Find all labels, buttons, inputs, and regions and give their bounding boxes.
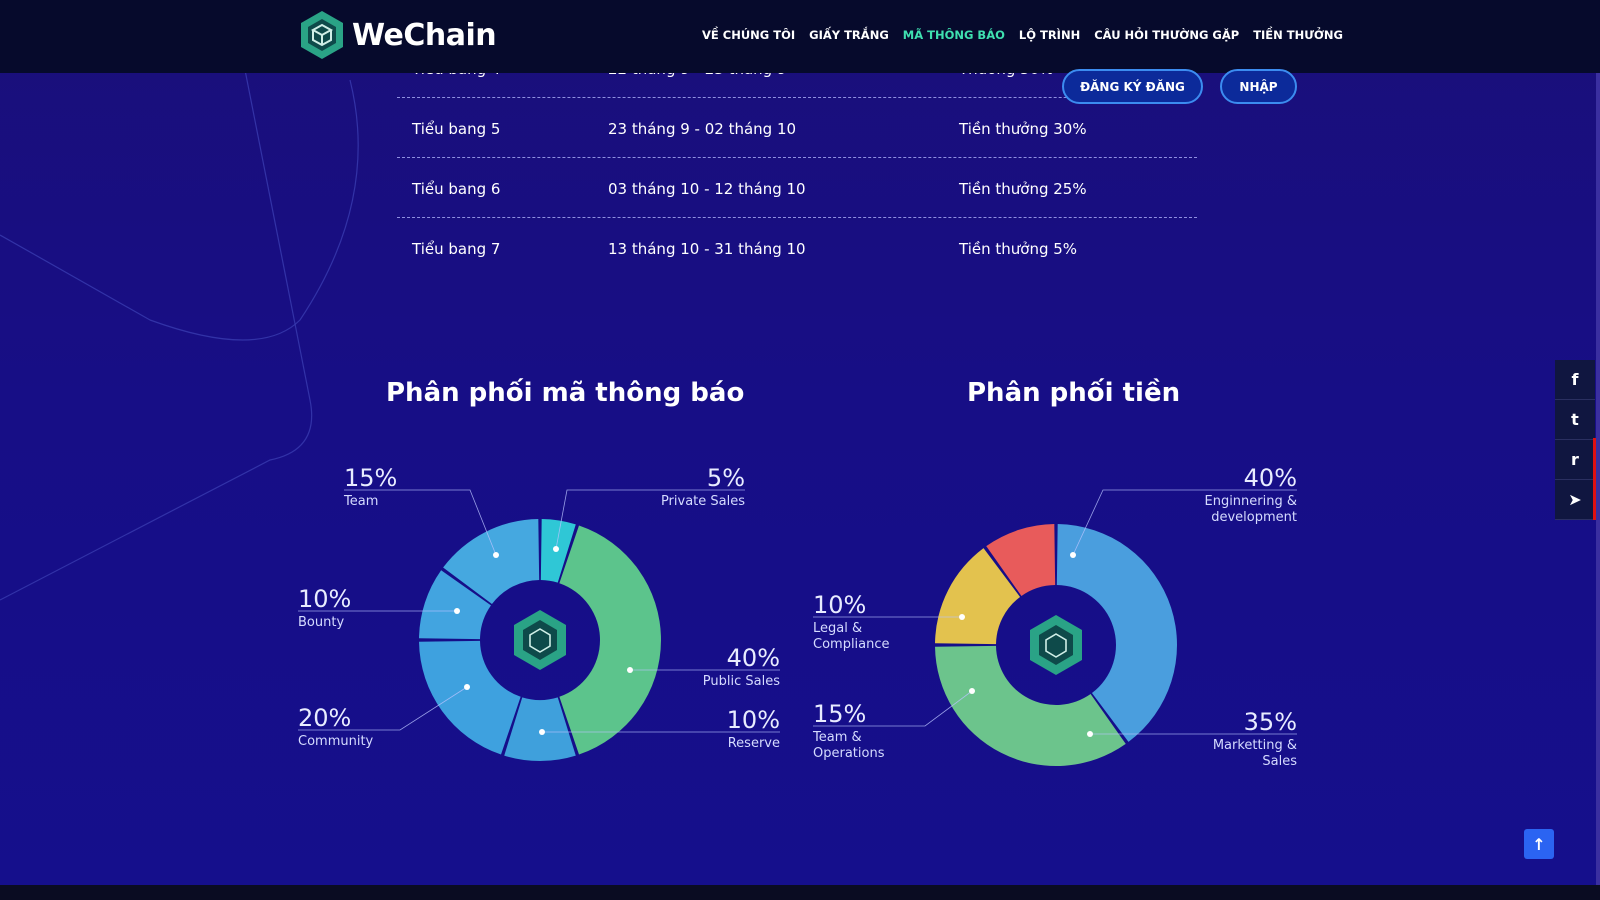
slice-name-label: Compliance	[813, 637, 890, 652]
bonus-table: Tiểu bang 4 22 tháng 9 - 23 tháng 9 Thưở…	[397, 40, 1197, 278]
slice-percent-label: 15%	[813, 700, 866, 728]
slice-name-label: development	[1211, 510, 1297, 525]
leader-line	[555, 489, 745, 550]
donut-slice	[935, 645, 1126, 766]
donut-slice	[986, 524, 1056, 596]
login-button[interactable]: NHẬP	[1220, 69, 1297, 104]
leader-line	[344, 489, 497, 556]
state-cell: Tiểu bang 6	[412, 180, 501, 198]
site-header: WeChain VỀ CHÚNG TÔI GIẤY TRẮNG MÃ THÔNG…	[0, 0, 1600, 73]
nav-whitepaper[interactable]: GIẤY TRẮNG	[809, 28, 889, 42]
bonus-cell: Tiền thưởng 5%	[959, 240, 1078, 258]
donut-slice	[1056, 524, 1177, 742]
leader-line	[298, 686, 468, 731]
nav-token[interactable]: MÃ THÔNG BÁO	[902, 28, 1005, 42]
state-cell: Tiểu bang 5	[412, 120, 501, 138]
leader-dot	[493, 552, 499, 558]
reddit-icon[interactable]: r	[1555, 440, 1595, 480]
slice-name-label: Operations	[813, 746, 885, 761]
donut-slice	[504, 697, 576, 761]
slice-name-label: Marketting &	[1213, 738, 1297, 753]
slice-name-label: Reserve	[728, 736, 780, 751]
state-cell: Tiểu bang 7	[412, 240, 501, 258]
donut-slice	[443, 519, 540, 605]
slice-percent-label: 5%	[707, 464, 745, 492]
table-row: Tiểu bang 6 03 tháng 10 - 12 tháng 10 Ti…	[397, 158, 1197, 218]
donut-slice	[935, 548, 1021, 645]
leader-dot	[553, 546, 559, 552]
leader-dot	[959, 614, 965, 620]
leader-line	[1072, 489, 1297, 556]
cube-logo-icon	[301, 11, 343, 59]
slice-name-label: Public Sales	[703, 674, 780, 689]
leader-dot	[1087, 731, 1093, 737]
nav-roadmap[interactable]: LỘ TRÌNH	[1018, 28, 1081, 42]
table-row: Tiểu bang 7 13 tháng 10 - 31 tháng 10 Ti…	[397, 218, 1197, 278]
nav-bonus[interactable]: TIỀN THƯỞNG	[1253, 28, 1343, 42]
register-button[interactable]: ĐĂNG KÝ ĐĂNG	[1062, 69, 1203, 104]
brand-name: WeChain	[352, 17, 497, 53]
slice-name-label: Legal &	[813, 621, 862, 636]
footer-strip	[0, 885, 1600, 900]
donut-slice	[559, 525, 661, 755]
facebook-icon[interactable]: f	[1555, 360, 1595, 400]
slice-name-label: Bounty	[298, 615, 344, 630]
leader-line	[813, 690, 973, 727]
slice-percent-label: 10%	[727, 706, 780, 734]
date-cell: 03 tháng 10 - 12 tháng 10	[608, 180, 806, 198]
slice-percent-label: 40%	[727, 644, 780, 672]
fund-distribution-title: Phân phối tiền	[967, 378, 1181, 408]
date-cell: 23 tháng 9 - 02 tháng 10	[608, 120, 797, 138]
slice-name-label: Enginnering &	[1204, 494, 1297, 509]
main-nav: VỀ CHÚNG TÔI GIẤY TRẮNG MÃ THÔNG BÁO LỘ …	[702, 28, 1343, 42]
center-logo-cube	[1045, 633, 1067, 658]
slice-percent-label: 10%	[298, 585, 351, 613]
nav-faq[interactable]: CÂU HỎI THƯỜNG GẶP	[1094, 28, 1240, 42]
nav-about[interactable]: VỀ CHÚNG TÔI	[702, 28, 796, 42]
slice-name-label: Team	[343, 494, 378, 509]
slice-percent-label: 40%	[1244, 464, 1297, 492]
center-logo-inner	[523, 620, 557, 660]
center-logo-inner	[1039, 625, 1073, 665]
leader-dot	[539, 729, 545, 735]
slice-percent-label: 35%	[1244, 708, 1297, 736]
leader-dot	[454, 608, 460, 614]
donut-slice	[419, 640, 521, 755]
scrollbar[interactable]	[1596, 0, 1600, 885]
slice-percent-label: 15%	[344, 464, 397, 492]
scroll-to-top-button[interactable]: ↑	[1524, 829, 1554, 859]
slice-name-label: Sales	[1262, 754, 1297, 769]
slice-percent-label: 10%	[813, 591, 866, 619]
center-logo-cube	[529, 628, 551, 653]
leader-dot	[1070, 552, 1076, 558]
slice-percent-label: 20%	[298, 704, 351, 732]
slice-name-label: Community	[298, 734, 374, 749]
leader-dot	[464, 684, 470, 690]
bonus-cell: Tiền thưởng 25%	[959, 180, 1087, 198]
telegram-icon[interactable]: ➤	[1555, 480, 1595, 520]
twitter-icon[interactable]: t	[1555, 400, 1595, 440]
social-sidebar: f t r ➤	[1555, 360, 1595, 520]
donut-slice	[419, 570, 491, 640]
slice-name-label: Private Sales	[661, 494, 745, 509]
leader-dot	[627, 667, 633, 673]
table-row: Tiểu bang 5 23 tháng 9 - 02 tháng 10 Tiề…	[397, 98, 1197, 158]
bonus-cell: Tiền thưởng 30%	[959, 120, 1087, 138]
date-cell: 13 tháng 10 - 31 tháng 10	[608, 240, 806, 258]
token-distribution-title: Phân phối mã thông báo	[386, 378, 745, 408]
leader-dot	[969, 688, 975, 694]
slice-name-label: Team &	[812, 730, 862, 745]
brand-logo[interactable]: WeChain	[300, 10, 497, 60]
